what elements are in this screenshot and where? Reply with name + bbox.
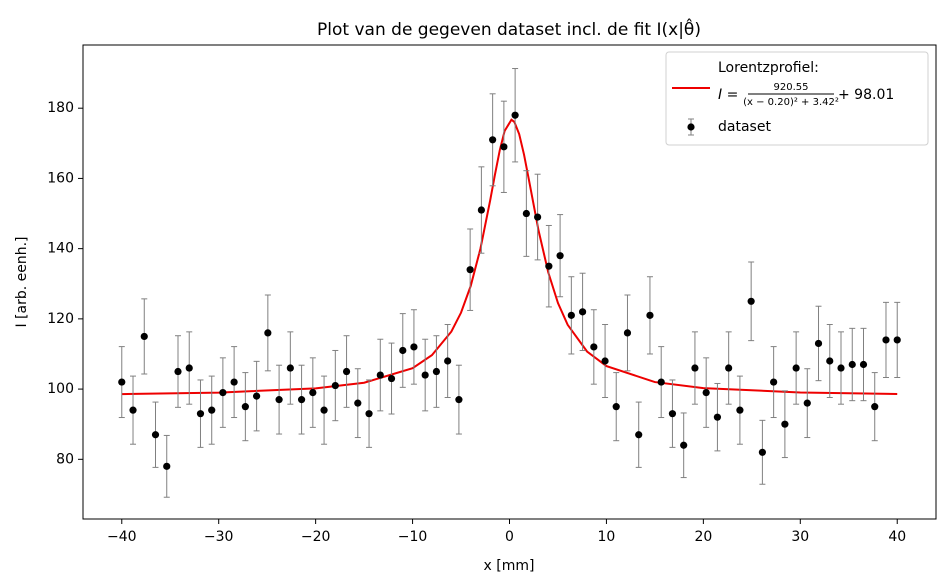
x-axis-label: x [mm] — [484, 558, 535, 574]
data-point — [196, 410, 205, 418]
data-point — [770, 378, 778, 386]
legend-swatch — [687, 123, 695, 131]
data-point — [140, 332, 148, 341]
data-point — [264, 329, 272, 337]
data-point — [713, 413, 722, 421]
fit-line — [121, 118, 898, 396]
x-tick-label: −30 — [204, 529, 234, 545]
legend-formula-numerator: 920.55 — [774, 82, 809, 93]
y-tick-label: 100 — [47, 381, 74, 397]
data-point — [781, 420, 789, 428]
data-point — [556, 252, 564, 260]
y-tick-label: 140 — [47, 241, 74, 257]
data-point — [275, 396, 283, 404]
data-point — [354, 399, 362, 407]
data-point — [174, 367, 182, 376]
data-point — [365, 410, 373, 418]
x-tick-label: 40 — [888, 529, 906, 545]
data-point — [421, 371, 429, 379]
data-point — [489, 136, 497, 144]
y-tick-label: 80 — [56, 451, 74, 467]
y-tick-label: 160 — [47, 170, 74, 186]
data-point — [826, 357, 834, 365]
data-point — [882, 336, 890, 344]
data-point — [511, 111, 519, 119]
data-point — [837, 364, 845, 372]
data-point — [342, 367, 351, 376]
data-point — [444, 357, 452, 365]
x-tick-label: 0 — [505, 529, 514, 545]
data-point — [657, 378, 665, 386]
data-point — [522, 209, 530, 218]
plot-frame — [82, 44, 937, 520]
x-tick-label: −20 — [301, 529, 331, 545]
data-point — [534, 213, 542, 221]
data-point — [859, 360, 868, 369]
data-point — [253, 392, 261, 400]
data-point — [680, 441, 688, 449]
data-point — [736, 406, 744, 414]
data-point — [623, 329, 632, 337]
x-tick-label: 30 — [791, 529, 809, 545]
data-point — [118, 378, 126, 386]
x-tick-label: −10 — [398, 529, 428, 545]
data-point — [309, 389, 317, 397]
legend-formula-rest: + 98.01 — [838, 87, 894, 103]
data-point — [399, 346, 407, 355]
data-point — [241, 403, 249, 411]
data-point — [545, 262, 553, 270]
data-point — [286, 364, 294, 372]
data-point — [466, 266, 474, 274]
legend-formula-lhs: I = — [718, 87, 738, 103]
data-point — [320, 406, 328, 414]
data-point — [376, 371, 384, 379]
data-point — [208, 406, 216, 414]
data-point — [646, 311, 654, 319]
data-point — [129, 406, 137, 414]
data-point — [455, 396, 463, 404]
data-point — [477, 206, 485, 214]
x-tick-label: 20 — [694, 529, 712, 545]
y-tick-label: 120 — [47, 311, 74, 327]
data-point — [590, 343, 598, 351]
data-point — [792, 364, 800, 372]
legend-label: Lorentzprofiel: — [718, 60, 819, 76]
data-point — [871, 403, 879, 411]
data-point — [185, 364, 193, 372]
data-point — [151, 431, 160, 439]
data-point — [893, 336, 901, 344]
data-point — [758, 448, 766, 456]
chart-title: Plot van de gegeven dataset incl. de fit… — [317, 17, 701, 40]
x-tick-label: −40 — [107, 529, 137, 545]
data-point — [668, 410, 677, 418]
data-point — [410, 343, 418, 351]
data-point — [635, 431, 643, 439]
data-point — [500, 143, 508, 151]
data-point — [691, 364, 699, 372]
data-point — [578, 308, 587, 316]
data-point — [297, 396, 306, 404]
data-point — [814, 339, 823, 348]
data-point — [219, 389, 227, 397]
data-point — [848, 360, 856, 369]
data-point — [702, 389, 710, 397]
data-point — [432, 367, 441, 376]
data-point — [601, 357, 609, 365]
y-axis-label: I [arb. eenh.] — [14, 236, 30, 327]
data-point — [331, 381, 339, 390]
data-point — [163, 462, 171, 470]
data-point — [803, 399, 811, 407]
data-point — [747, 297, 755, 305]
x-tick-label: 10 — [598, 529, 616, 545]
legend-formula-denominator: (x − 0.20)² + 3.42² — [743, 97, 839, 108]
y-tick-label: 180 — [47, 100, 74, 116]
data-point — [230, 378, 238, 386]
data-point — [567, 311, 575, 319]
legend-label: dataset — [718, 119, 771, 135]
data-point — [612, 403, 620, 411]
data-point — [725, 364, 733, 372]
data-point — [387, 374, 396, 383]
legend-box — [665, 51, 929, 146]
